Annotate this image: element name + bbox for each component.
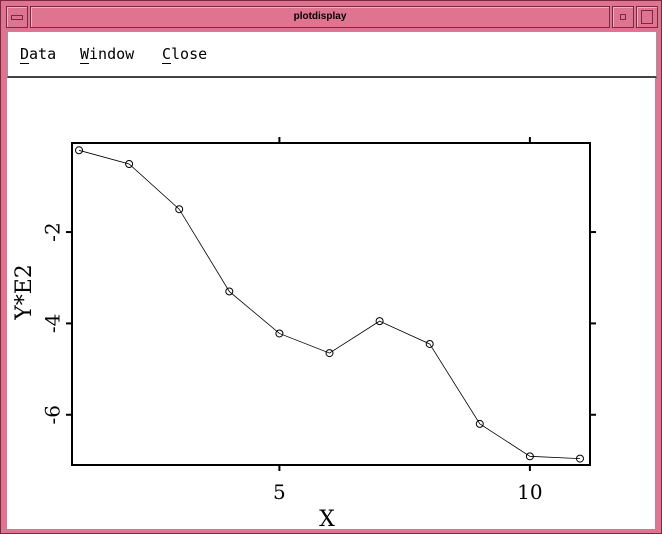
maximize-icon [641,10,653,24]
plot-area: 5 10 -2 -4 -6 X Y*E2 [7,78,655,529]
menu-window[interactable]: Window [80,45,135,64]
y-axis-label: Y*E2 [12,264,37,321]
minimize-icon [620,14,626,20]
mnemonic: W [80,45,90,64]
plot-frame [71,142,591,466]
data-point [175,205,184,214]
data-point [525,452,534,461]
data-point [575,454,584,463]
y-tick-label: -6 [41,405,65,424]
data-point [125,160,134,169]
title-bar[interactable]: plotdisplay [6,6,658,28]
menu-label: ata [29,45,57,63]
data-point [425,339,434,348]
minimize-button[interactable] [612,6,634,28]
data-point [475,419,484,428]
window-menu-button[interactable] [6,6,28,28]
data-point [275,329,284,338]
mnemonic: D [20,45,30,64]
menu-data[interactable]: Data [20,45,57,64]
mnemonic: C [162,45,172,64]
data-point [375,317,384,326]
x-axis-label: X [319,507,335,529]
window-menu-icon [11,15,23,20]
x-tick-label: 10 [517,480,542,504]
menu-label: lose [171,45,208,63]
data-point [225,287,234,296]
maximize-button[interactable] [636,6,658,28]
series-line [78,149,580,460]
y-tick-label: -4 [41,314,65,333]
menu-bar: Data Window Close [7,31,657,78]
y-tick-label: -2 [41,222,65,241]
window-title: plotdisplay [30,6,610,28]
data-point [325,349,334,358]
x-tick-label: 5 [273,480,286,504]
menu-close[interactable]: Close [162,45,208,64]
line-chart: 5 10 -2 -4 -6 X Y*E2 [12,137,596,529]
menu-label: indow [89,45,135,63]
data-point [75,146,84,155]
